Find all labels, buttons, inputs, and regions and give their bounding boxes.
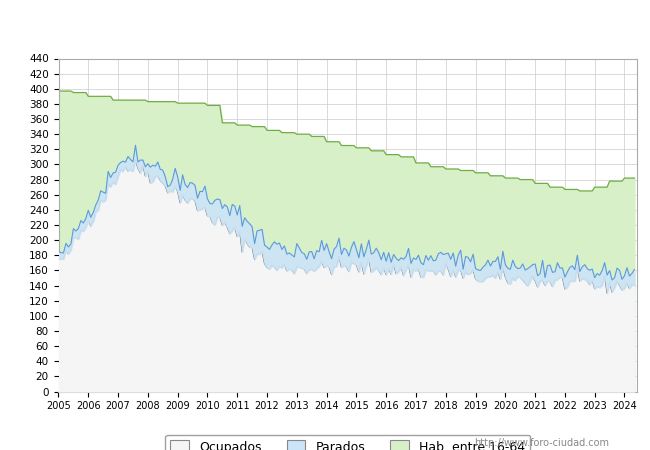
- Legend: Ocupados, Parados, Hab. entre 16-64: Ocupados, Parados, Hab. entre 16-64: [166, 435, 530, 450]
- Text: http://www.foro-ciudad.com: http://www.foro-ciudad.com: [474, 437, 610, 447]
- Text: Badarán - Evolucion de la poblacion en edad de Trabajar Mayo de 2024: Badarán - Evolucion de la poblacion en e…: [52, 19, 598, 35]
